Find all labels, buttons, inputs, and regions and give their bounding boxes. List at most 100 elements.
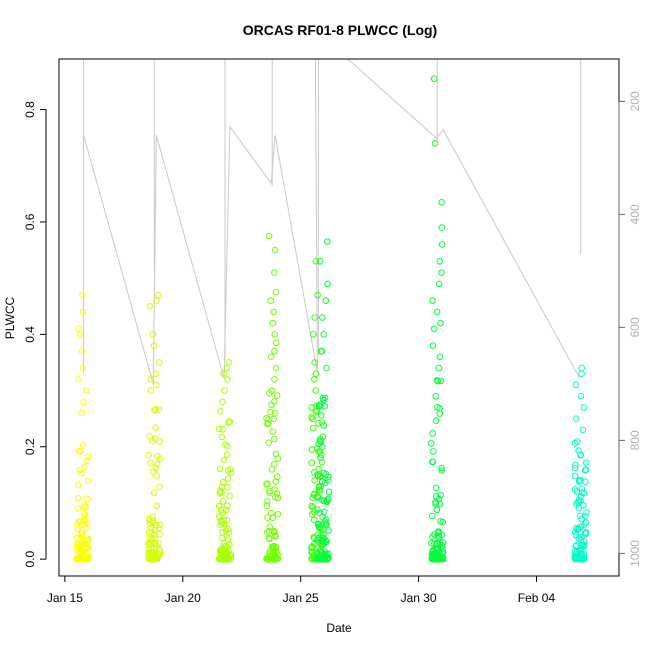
data-point: [324, 280, 331, 288]
data-point: [317, 454, 324, 462]
data-point: [74, 555, 81, 563]
data-point: [429, 533, 436, 541]
data-point: [581, 512, 589, 520]
data-point: [320, 331, 327, 338]
data-point: [269, 514, 277, 522]
data-point: [271, 555, 279, 563]
data-point: [156, 483, 163, 491]
data-point: [325, 488, 333, 496]
data-point: [578, 489, 586, 496]
data-point: [432, 417, 440, 425]
data-point: [582, 519, 590, 526]
data-point: [271, 409, 279, 417]
data-point: [270, 415, 278, 423]
data-point: [571, 464, 579, 472]
data-point: [270, 460, 278, 468]
data-point: [80, 398, 87, 406]
data-point: [219, 528, 226, 536]
data-point: [272, 288, 280, 296]
data-point: [218, 489, 225, 496]
data-point: [318, 542, 326, 549]
data-point: [78, 469, 85, 477]
chart-title: ORCAS RF01-8 PLWCC (Log): [243, 22, 437, 38]
data-point: [572, 381, 580, 389]
data-point: [323, 498, 331, 506]
data-point: [315, 420, 322, 427]
data-point: [572, 461, 579, 469]
data-point: [579, 541, 587, 548]
data-point: [271, 246, 279, 254]
data-point: [316, 555, 323, 562]
data-point: [431, 540, 438, 547]
data-point: [435, 528, 442, 535]
data-point: [583, 459, 590, 466]
data-point: [154, 452, 161, 460]
data-point: [438, 464, 445, 472]
data-point: [219, 398, 226, 406]
data-point: [76, 331, 84, 338]
data-point: [432, 484, 440, 492]
data-point: [439, 518, 447, 526]
data-point: [271, 331, 279, 338]
data-point: [310, 516, 318, 524]
flight-point-group: [427, 75, 447, 563]
y2-tick-label: 800: [628, 430, 642, 450]
data-point: [429, 297, 436, 304]
data-point: [580, 552, 588, 560]
data-point: [82, 544, 89, 552]
data-point: [268, 554, 276, 562]
data-point: [438, 467, 445, 474]
data-point: [145, 539, 152, 547]
data-point: [319, 314, 326, 321]
flight-point-group: [314, 238, 333, 563]
data-point: [571, 486, 579, 493]
data-point: [74, 505, 82, 512]
data-point: [578, 364, 586, 372]
data-point: [224, 443, 231, 450]
data-point: [309, 415, 316, 423]
data-point: [578, 533, 585, 541]
data-point: [312, 370, 320, 377]
data-point: [268, 401, 275, 409]
data-point: [434, 377, 442, 385]
data-point: [577, 392, 585, 400]
data-point: [152, 405, 159, 413]
data-point: [75, 325, 83, 333]
data-point: [215, 513, 223, 520]
data-point: [152, 424, 160, 432]
data-point: [156, 521, 164, 529]
data-point: [150, 342, 158, 349]
data-point: [314, 506, 321, 513]
data-point: [312, 258, 320, 265]
data-point: [80, 510, 88, 517]
data-point: [429, 555, 437, 563]
data-point: [581, 467, 589, 474]
data-point: [79, 442, 87, 449]
x-tick-label: Jan 30: [401, 591, 437, 605]
data-point: [316, 547, 324, 555]
y-tick-label: 0.2: [23, 438, 37, 455]
data-point: [320, 508, 328, 516]
data-point: [272, 364, 280, 372]
data-point: [215, 425, 223, 433]
data-point: [220, 370, 227, 377]
pressure-line: [83, 58, 581, 385]
data-point: [579, 426, 587, 434]
data-point: [149, 437, 156, 445]
data-point: [224, 536, 232, 543]
data-point: [78, 409, 85, 417]
data-point: [73, 540, 81, 548]
data-point: [430, 325, 438, 333]
data-point: [274, 510, 282, 518]
data-point: [268, 387, 276, 395]
data-point: [318, 478, 326, 485]
data-point: [154, 550, 162, 558]
data-point: [266, 523, 273, 531]
data-point: [430, 75, 438, 82]
data-point: [429, 458, 437, 466]
data-point: [572, 415, 580, 422]
data-point: [273, 490, 281, 497]
data-point: [79, 291, 86, 299]
data-point: [324, 555, 332, 563]
data-point: [263, 502, 271, 510]
